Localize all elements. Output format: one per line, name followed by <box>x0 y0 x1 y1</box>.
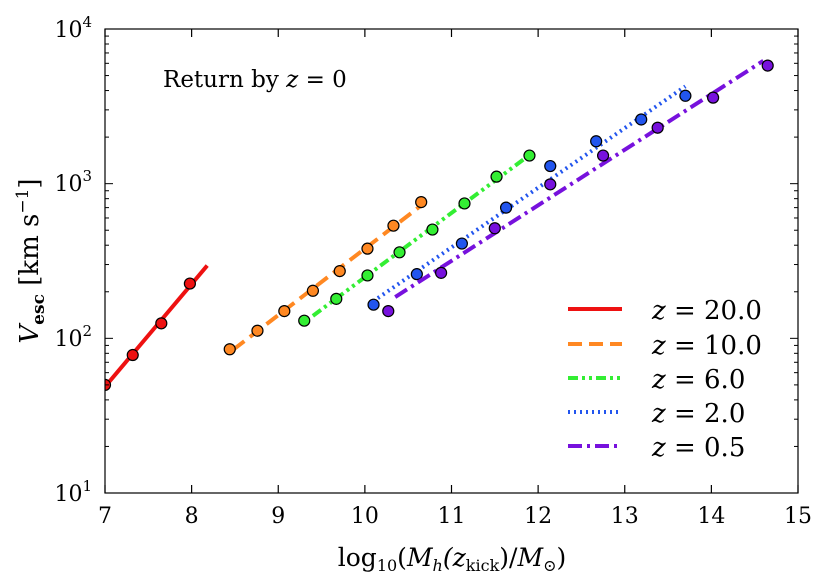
data-point <box>306 284 319 297</box>
data-point <box>382 304 395 318</box>
data-point <box>367 298 380 311</box>
data-point <box>393 246 406 259</box>
data-point <box>126 348 139 362</box>
legend-entry: z = 10.0 <box>568 331 762 361</box>
annotation: Return by z = 0 <box>163 67 347 93</box>
data-point <box>361 269 374 282</box>
data-point <box>761 59 774 72</box>
data-point <box>651 121 664 134</box>
y-tick-label: 104 <box>54 13 92 43</box>
x-tick-label: 10 <box>351 504 379 529</box>
data-point <box>455 237 468 250</box>
x-tick-labels: 7 8 9 10 11 12 13 14 15 <box>98 504 812 529</box>
data-point <box>490 170 503 183</box>
data-point <box>278 304 291 318</box>
data-point <box>223 343 236 356</box>
y-tick-labels: 101 102 103 104 <box>54 13 92 507</box>
series-layer <box>105 59 774 391</box>
series-line <box>311 156 527 318</box>
data-point <box>679 89 692 102</box>
series-line <box>394 59 765 299</box>
data-point <box>523 149 536 162</box>
data-point <box>251 324 264 337</box>
data-point <box>183 277 196 290</box>
data-point <box>298 314 311 327</box>
legend-label: z = 10.0 <box>651 331 762 361</box>
data-point <box>361 242 374 255</box>
data-point <box>707 91 720 104</box>
y-axis-label: Vesc [km s−1] <box>13 178 49 343</box>
y-tick-label: 103 <box>54 167 92 197</box>
data-point <box>458 197 471 210</box>
x-axis-label: log10(Mh(zkick)/M⊙) <box>338 543 566 575</box>
legend-label: z = 2.0 <box>651 399 745 429</box>
data-point <box>410 268 423 281</box>
legend-entry: z = 0.5 <box>568 433 745 463</box>
x-tick-label: 12 <box>524 504 552 529</box>
series-line <box>376 84 687 300</box>
tick-layer <box>104 28 799 494</box>
x-tick-label: 13 <box>611 504 639 529</box>
y-tick-label: 102 <box>54 322 92 352</box>
x-tick-label: 9 <box>271 504 285 529</box>
legend-entry: z = 2.0 <box>568 399 745 429</box>
legend-label: z = 0.5 <box>651 433 745 463</box>
data-point <box>635 113 648 126</box>
data-point <box>499 201 513 214</box>
data-point <box>330 292 343 305</box>
data-point <box>155 317 168 330</box>
data-point <box>544 159 557 173</box>
data-point <box>387 219 400 232</box>
x-tick-label: 11 <box>438 504 466 529</box>
data-point <box>488 222 501 235</box>
data-point <box>435 266 448 279</box>
legend-label: z = 6.0 <box>651 365 745 395</box>
legend: z = 20.0 z = 10.0 z = 6.0 z = 2.0 z = 0.… <box>568 296 762 463</box>
x-tick-label: 14 <box>697 504 725 529</box>
data-point <box>426 223 439 236</box>
x-tick-label: 7 <box>98 504 112 529</box>
legend-entry: z = 20.0 <box>568 296 762 326</box>
y-tick-label: 101 <box>54 477 92 507</box>
data-point <box>590 135 603 148</box>
x-tick-label: 8 <box>185 504 199 529</box>
data-point <box>333 265 346 278</box>
data-point <box>544 178 557 191</box>
x-tick-label: 15 <box>784 504 812 529</box>
legend-entry: z = 6.0 <box>568 365 745 395</box>
data-point <box>596 149 610 162</box>
data-point <box>415 196 428 209</box>
legend-label: z = 20.0 <box>651 296 762 326</box>
